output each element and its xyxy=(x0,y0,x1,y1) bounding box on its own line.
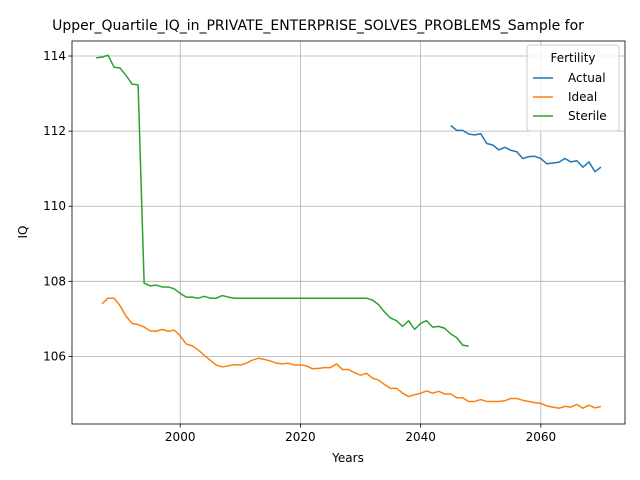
chart-title: Upper_Quartile_IQ_in_PRIVATE_ENTERPRISE_… xyxy=(52,18,584,34)
legend-items: Actual Ideal Sterile xyxy=(533,71,607,123)
legend: Fertility Actual Ideal Sterile xyxy=(526,44,620,132)
series-lines xyxy=(95,54,602,409)
legend-box xyxy=(526,44,620,132)
y-tick-label: 114 xyxy=(43,49,66,63)
legend-label-actual: Actual xyxy=(568,71,606,85)
y-tick-label: 110 xyxy=(43,199,66,213)
y-tick-label: 106 xyxy=(43,349,66,363)
series-line-ideal xyxy=(101,297,602,409)
series-line-actual xyxy=(450,124,602,173)
legend-label-sterile: Sterile xyxy=(568,109,607,123)
plot-frame xyxy=(71,40,626,425)
x-tick-label: 2060 xyxy=(526,430,557,444)
x-axis-ticks: 2000 2020 2040 2060 xyxy=(165,424,556,444)
y-axis-label: IQ xyxy=(16,226,30,239)
legend-label-ideal: Ideal xyxy=(568,90,597,104)
x-tick-label: 2040 xyxy=(405,430,436,444)
legend-title: Fertility xyxy=(550,51,595,65)
x-tick-label: 2020 xyxy=(285,430,316,444)
y-tick-label: 108 xyxy=(43,274,66,288)
x-tick-label: 2000 xyxy=(165,430,196,444)
series-line-sterile xyxy=(95,54,469,348)
y-tick-label: 112 xyxy=(43,124,66,138)
x-axis-label: Years xyxy=(331,451,364,465)
y-axis-ticks: 106 108 110 112 114 xyxy=(43,49,72,363)
